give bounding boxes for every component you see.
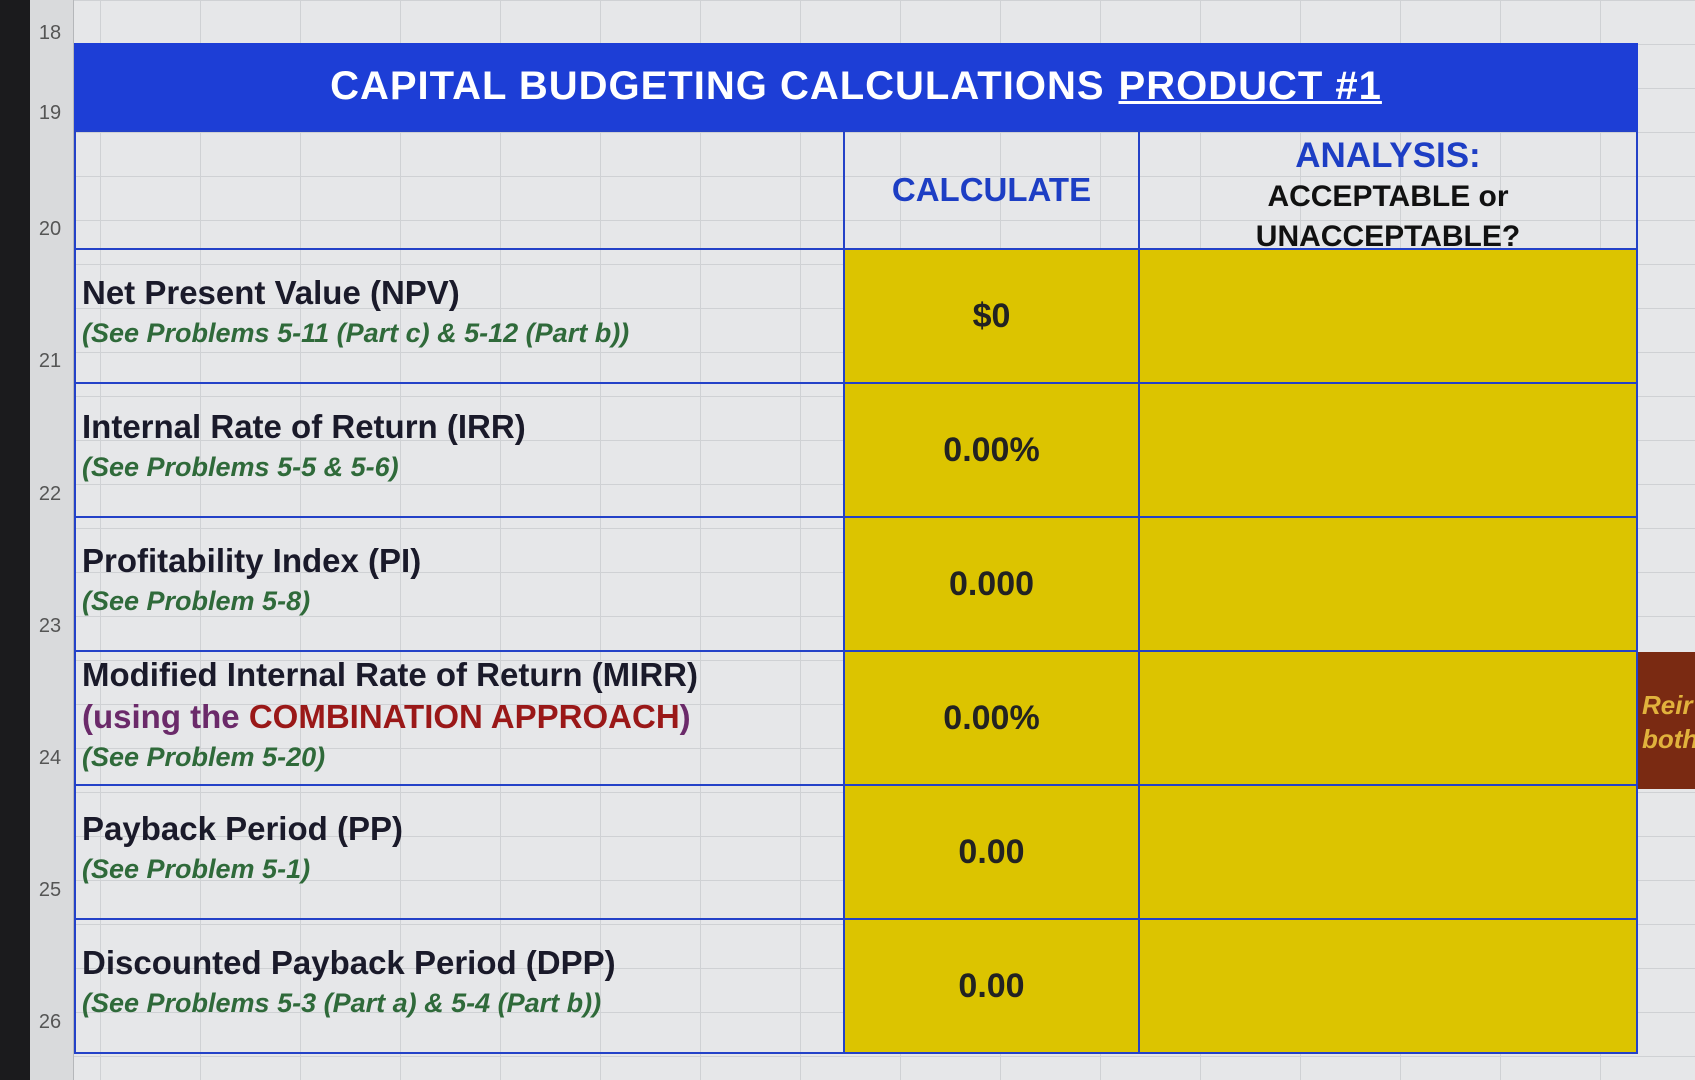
calc-value: 0.00	[843, 784, 1140, 920]
title-product: PRODUCT #1	[1118, 64, 1382, 108]
row-note: (See Problem 5-20)	[82, 742, 326, 772]
row-number: 21	[38, 350, 62, 372]
row-label: Net Present Value (NPV)	[82, 274, 460, 311]
side-note-line: both	[1642, 724, 1695, 754]
row-note: (See Problem 5-8)	[82, 586, 311, 616]
label-cell: Profitability Index (PI) (See Problem 5-8…	[74, 516, 845, 652]
row-number: 19	[38, 102, 62, 124]
calc-value: 0.00%	[843, 382, 1140, 518]
calc-value: 0.00%	[843, 650, 1140, 786]
row-label: Internal Rate of Return (IRR)	[82, 408, 526, 445]
row-note: (See Problems 5-5 & 5-6)	[82, 452, 399, 482]
row-number: 24	[38, 747, 62, 769]
title-bar: CAPITAL BUDGETING CALCULATIONS PRODUCT #…	[74, 43, 1638, 130]
analysis-header: ANALYSIS: ACCEPTABLE or UNACCEPTABLE?	[1138, 130, 1638, 253]
approach-note: (using the COMBINATION APPROACH)	[82, 698, 843, 736]
analysis-cell	[1138, 248, 1638, 384]
row-number: 25	[38, 879, 62, 901]
row-header	[30, 0, 74, 1080]
row-label: Payback Period (PP)	[82, 810, 403, 847]
row-note: (See Problem 5-1)	[82, 854, 311, 884]
label-cell: Payback Period (PP) (See Problem 5-1)	[74, 784, 845, 920]
screen-edge	[0, 0, 30, 1080]
approach-part: COMBINATION APPROACH	[248, 698, 680, 735]
row-number: 23	[38, 615, 62, 637]
approach-part: (using the	[82, 698, 249, 735]
row-number: 20	[38, 218, 62, 240]
row-number: 22	[38, 483, 62, 505]
approach-part: )	[679, 698, 691, 735]
analysis-line: ACCEPTABLE or	[1267, 180, 1509, 213]
calc-value: $0	[843, 248, 1140, 384]
side-note: Reir both	[1638, 652, 1695, 789]
calc-value: 0.000	[843, 516, 1140, 652]
side-note-line: Reir	[1642, 690, 1693, 720]
analysis-title: ANALYSIS:	[1295, 136, 1481, 175]
row-note: (See Problems 5-3 (Part a) & 5-4 (Part b…	[82, 988, 602, 1018]
row-note: (See Problems 5-11 (Part c) & 5-12 (Part…	[82, 318, 630, 348]
row-number: 26	[38, 1011, 62, 1033]
analysis-cell	[1138, 918, 1638, 1054]
label-cell: Modified Internal Rate of Return (MIRR) (…	[74, 650, 845, 786]
row-number: 18	[38, 22, 62, 44]
header-cell	[74, 130, 845, 250]
row-label: Profitability Index (PI)	[82, 542, 422, 579]
calculate-header: CALCULATE	[843, 130, 1140, 250]
analysis-line: UNACCEPTABLE?	[1255, 220, 1521, 253]
row-label: Modified Internal Rate of Return (MIRR)	[82, 656, 698, 693]
label-cell: Discounted Payback Period (DPP) (See Prob…	[74, 918, 845, 1054]
label-cell: Net Present Value (NPV) (See Problems 5-1…	[74, 248, 845, 384]
analysis-cell	[1138, 784, 1638, 920]
title: CAPITAL BUDGETING CALCULATIONS	[330, 64, 1105, 108]
analysis-cell	[1138, 516, 1638, 652]
row-label: Discounted Payback Period (DPP)	[82, 944, 616, 981]
analysis-cell	[1138, 650, 1638, 786]
analysis-cell	[1138, 382, 1638, 518]
label-cell: Internal Rate of Return (IRR) (See Proble…	[74, 382, 845, 518]
calc-value: 0.00	[843, 918, 1140, 1054]
